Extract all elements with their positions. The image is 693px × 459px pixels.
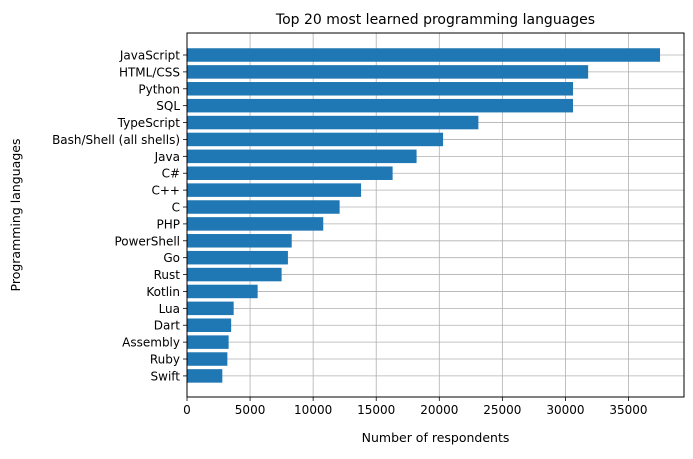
bar-assembly <box>187 335 229 349</box>
y-tick-label: TypeScript <box>117 116 181 130</box>
bar-typescript <box>187 115 479 130</box>
x-tick-label: 25000 <box>483 403 521 417</box>
y-tick-label: Python <box>138 82 180 96</box>
x-tick-label: 20000 <box>420 403 458 417</box>
bar-powershell <box>187 234 292 248</box>
y-tick-label: Ruby <box>150 353 180 367</box>
bar-c <box>187 200 340 214</box>
chart-title: Top 20 most learned programming language… <box>275 12 595 28</box>
x-tick-label: 0 <box>183 403 191 417</box>
bars-layer <box>187 48 661 383</box>
bar-sql <box>187 98 573 113</box>
bar-c- <box>187 183 362 197</box>
y-tick-label: Assembly <box>122 336 180 350</box>
y-tick-label: C++ <box>152 184 181 198</box>
y-tick-label: PHP <box>157 217 181 231</box>
y-tick-label: Kotlin <box>146 285 180 299</box>
x-tick-label: 15000 <box>357 403 395 417</box>
y-tick-label: Rust <box>154 268 181 282</box>
bar-lua <box>187 301 234 316</box>
bar-rust <box>187 267 282 282</box>
x-tick-label: 10000 <box>294 403 332 417</box>
bar-bash-shell-all-shells- <box>187 132 444 147</box>
y-ticks: JavaScript HTML/CSS Python SQL TypeScript Bas… <box>52 49 187 383</box>
y-tick-label: Java <box>154 150 180 164</box>
bar-javascript <box>187 48 661 62</box>
y-tick-label: PowerShell <box>114 234 180 248</box>
bar-swift <box>187 369 223 383</box>
y-axis-label: Programming languages <box>8 139 23 292</box>
bar-dart <box>187 318 232 332</box>
y-tick-label: SQL <box>156 99 180 113</box>
plot-frame <box>186 32 685 398</box>
y-tick-label: C# <box>162 167 180 181</box>
y-tick-label: Lua <box>159 302 180 316</box>
y-tick-label: Bash/Shell (all shells) <box>52 133 180 147</box>
x-ticks: 0 5000 10000 15000 20000 25000 30000 35000 <box>183 397 648 417</box>
y-tick-label: C <box>172 201 180 215</box>
bar-ruby <box>187 352 228 366</box>
y-tick-label: Swift <box>151 369 181 383</box>
x-tick-label: 5000 <box>235 403 266 417</box>
y-tick-label: JavaScript <box>119 49 180 63</box>
y-tick-label: HTML/CSS <box>119 65 180 79</box>
bar-kotlin <box>187 284 258 299</box>
bar-php <box>187 217 324 231</box>
bar-go <box>187 250 288 265</box>
bar-java <box>187 149 417 164</box>
x-axis-label: Number of respondents <box>362 430 510 445</box>
x-tick-label: 35000 <box>609 403 647 417</box>
x-tick-label: 30000 <box>546 403 584 417</box>
bar-python <box>187 82 573 96</box>
bar-html-css <box>187 65 589 79</box>
y-tick-label: Dart <box>154 319 181 333</box>
bar-c- <box>187 166 393 180</box>
y-tick-label: Go <box>163 251 180 265</box>
